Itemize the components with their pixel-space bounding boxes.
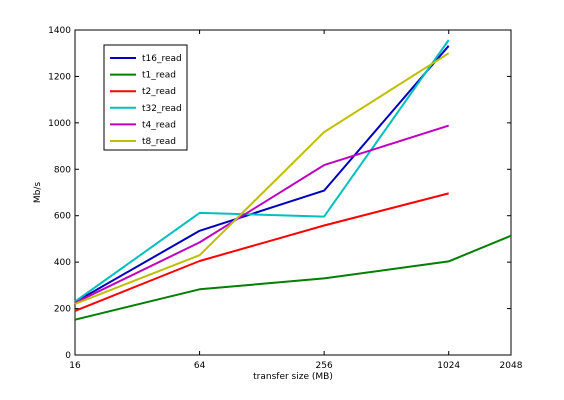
y-tick-label: 200 <box>54 305 71 315</box>
series-line-t2-read <box>74 192 449 312</box>
series-line-t8-read <box>74 52 450 305</box>
x-axis-label: transfer size (MB) <box>253 372 333 382</box>
y-tick-label: 400 <box>54 258 71 268</box>
axis-ticks: 16 64 256 1024 2048 0 200 400 600 800 1000 1200 1400 <box>48 26 523 371</box>
legend: t16_read t1_read t2_read t32_read t4_read t8_… <box>103 44 188 151</box>
x-tick-label: 256 <box>316 361 333 371</box>
series-line-t16-read <box>74 45 450 303</box>
y-tick-label: 1400 <box>48 26 71 36</box>
legend-label: t32_read <box>142 104 182 114</box>
y-tick-label: 600 <box>54 212 71 222</box>
legend-label: t2_read <box>142 87 176 97</box>
y-tick-label: 1000 <box>48 119 71 129</box>
x-tick-label: 2048 <box>500 361 523 371</box>
series-line-t32-read <box>74 39 450 303</box>
series-lines <box>74 39 512 321</box>
legend-label: t8_read <box>142 137 176 147</box>
y-tick-label: 0 <box>65 351 71 361</box>
y-tick-label: 800 <box>54 165 71 175</box>
legend-label: t16_read <box>142 54 182 64</box>
legend-box <box>103 44 188 151</box>
series-line-t4-read <box>74 124 450 304</box>
y-axis-label: Mb/s <box>33 182 43 204</box>
x-tick-label: 16 <box>69 361 81 371</box>
x-tick-label: 64 <box>194 361 206 371</box>
series-line-t1-read <box>74 234 512 321</box>
legend-label: t1_read <box>142 71 176 81</box>
x-tick-label: 1024 <box>437 361 460 371</box>
y-tick-label: 1200 <box>48 72 71 82</box>
legend-label: t4_read <box>142 120 176 130</box>
